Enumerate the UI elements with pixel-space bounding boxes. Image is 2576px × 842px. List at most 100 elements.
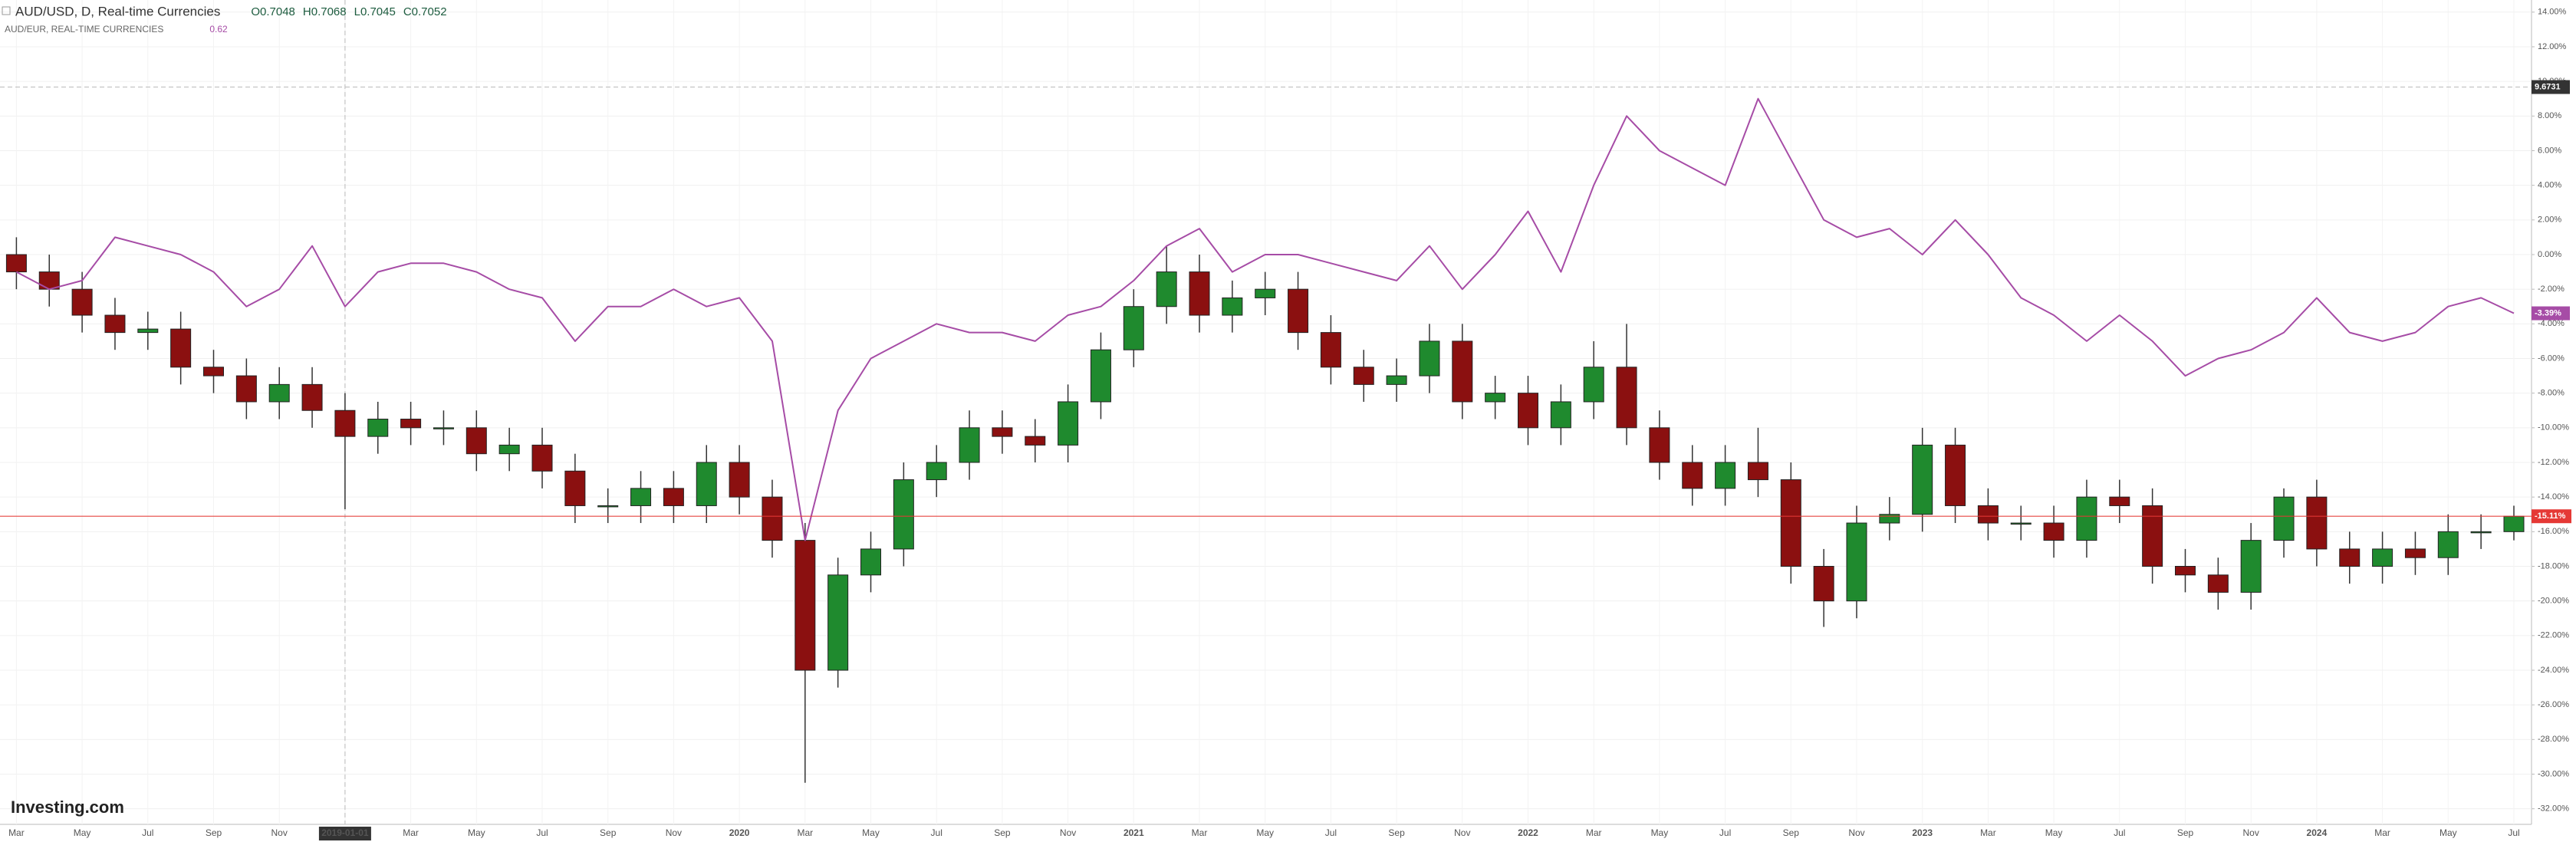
x-tick-label: May <box>2439 827 2457 838</box>
candle-body <box>137 328 159 334</box>
collapse-icon[interactable] <box>2 6 11 15</box>
y-tick-label: 4.00% <box>2538 181 2561 190</box>
x-tick-label: Sep <box>206 827 222 838</box>
candle-body <box>203 367 224 377</box>
ohlc-label: L0.7045 <box>354 5 396 18</box>
candle-body <box>2470 531 2492 534</box>
price-line-label: -15.11% <box>2535 511 2566 521</box>
price-line-box <box>2532 509 2571 524</box>
candle-body <box>2043 522 2064 541</box>
candle-body <box>1945 444 1966 506</box>
candle-body <box>2076 496 2097 541</box>
candle-body <box>2175 565 2196 576</box>
x-tick-label: Jul <box>142 827 153 838</box>
candle-body <box>827 574 849 671</box>
y-tick-label: -24.00% <box>2538 666 2569 675</box>
x-tick-label: 2020 <box>729 827 750 838</box>
x-tick-label: Sep <box>994 827 1011 838</box>
candle-body <box>1616 367 1637 429</box>
candle-body <box>860 548 881 576</box>
candle-body <box>1485 393 1506 403</box>
x-tick-label: Jul <box>2508 827 2519 838</box>
candle-body <box>71 288 93 316</box>
ohlc-label: O0.7048 <box>251 5 295 18</box>
candle-body <box>170 328 192 368</box>
candle-body <box>1189 271 1210 316</box>
candle-body <box>1452 340 1473 403</box>
candle-body <box>5 254 27 273</box>
candle-body <box>1649 427 1670 463</box>
candle-body <box>38 271 60 290</box>
y-tick-label: 6.00% <box>2538 146 2561 155</box>
candle-body <box>301 383 323 411</box>
candle-body <box>235 375 257 403</box>
candle-body <box>1747 462 1768 481</box>
x-tick-label: Mar <box>1586 827 1602 838</box>
x-tick-label: Nov <box>666 827 682 838</box>
candle-body <box>1288 288 1309 334</box>
candle-body <box>1682 462 1703 489</box>
candle-body <box>1090 349 1111 403</box>
candle-body <box>1846 522 1867 602</box>
y-tick-label: 0.00% <box>2538 250 2561 259</box>
x-tick-label: 2022 <box>1518 827 1538 838</box>
candle-body <box>2306 496 2328 550</box>
logo: Investing.com <box>11 798 124 817</box>
candle-body <box>795 540 816 671</box>
candle-body <box>334 409 356 437</box>
x-tick-label: May <box>862 827 880 838</box>
candle-body <box>2273 496 2295 541</box>
candle-body <box>1222 297 1243 316</box>
y-tick-label: -2.00% <box>2538 285 2564 294</box>
candle-body <box>926 462 947 481</box>
x-tick-label: 2019-01-01 <box>321 827 369 838</box>
x-tick-label: Nov <box>2243 827 2259 838</box>
y-tick-label: -12.00% <box>2538 458 2569 467</box>
y-tick-label: 14.00% <box>2538 8 2567 17</box>
crosshair-y-label: 9.6731 <box>2535 82 2561 91</box>
candle-body <box>2207 574 2229 593</box>
x-tick-label: Mar <box>1192 827 1208 838</box>
x-tick-label: Sep <box>600 827 617 838</box>
candle-body <box>663 488 684 506</box>
y-tick-label: -10.00% <box>2538 423 2569 433</box>
crosshair-x-box <box>318 827 371 840</box>
y-tick-label: -28.00% <box>2538 735 2569 744</box>
candle-body <box>531 444 553 472</box>
candle-body <box>1715 462 1736 489</box>
candle-body <box>2142 505 2163 567</box>
candle-body <box>630 488 652 506</box>
candle-body <box>893 479 914 550</box>
candle-body <box>1550 401 1571 429</box>
candle-body <box>1813 565 1834 602</box>
candle-body <box>2437 531 2459 558</box>
candle-body <box>2339 548 2361 567</box>
candle-body <box>367 419 389 437</box>
x-tick-label: Mar <box>797 827 813 838</box>
candle-body <box>2109 496 2130 506</box>
compare-value: 0.62 <box>209 24 228 35</box>
x-tick-label: Sep <box>2177 827 2194 838</box>
x-tick-label: 2024 <box>2307 827 2328 838</box>
x-tick-label: 2023 <box>1912 827 1933 838</box>
candle-body <box>1156 271 1177 308</box>
candle-body <box>400 419 422 429</box>
candle-body <box>992 427 1013 437</box>
x-tick-label: May <box>1651 827 1669 838</box>
x-tick-label: Jul <box>1325 827 1337 838</box>
x-tick-label: Nov <box>1848 827 1864 838</box>
y-tick-label: -4.00% <box>2538 319 2564 328</box>
candle-body <box>2372 548 2393 567</box>
x-tick-label: Mar <box>1980 827 1996 838</box>
candle-body <box>1255 288 1276 298</box>
y-tick-label: -14.00% <box>2538 492 2569 502</box>
crosshair-y-box <box>2532 80 2570 94</box>
ohlc-label: H0.7068 <box>303 5 347 18</box>
y-tick-label: -32.00% <box>2538 804 2569 814</box>
candle-body <box>729 462 750 498</box>
x-tick-label: Nov <box>1454 827 1470 838</box>
x-tick-label: Jul <box>931 827 943 838</box>
candle-body <box>564 470 586 506</box>
y-tick-label: -26.00% <box>2538 700 2569 709</box>
